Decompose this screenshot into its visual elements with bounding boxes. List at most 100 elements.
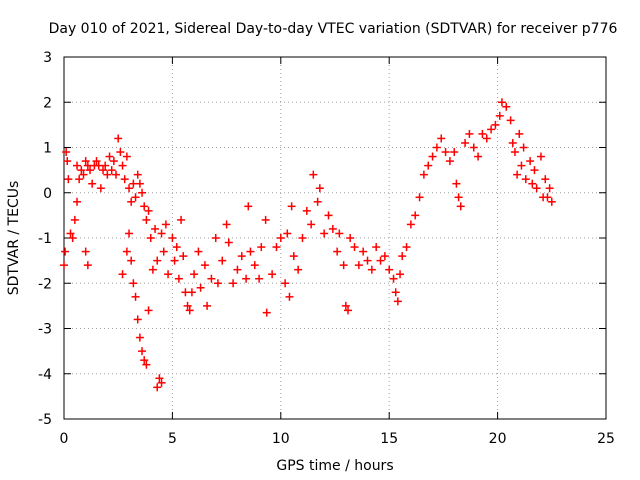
data-point [424, 161, 433, 170]
y-axis-label: SDTVAR / TECUs [6, 181, 22, 296]
y-tick-label: -2 [38, 276, 52, 292]
data-point [474, 152, 483, 161]
data-point [376, 256, 385, 265]
data-point [244, 202, 253, 211]
data-point [138, 188, 147, 197]
data-point [148, 265, 157, 274]
data-point [456, 202, 465, 211]
data-point [140, 356, 149, 365]
data-points [60, 98, 556, 392]
data-point [133, 315, 142, 324]
data-point [541, 175, 550, 184]
data-point [363, 256, 372, 265]
data-point [144, 306, 153, 315]
data-point [372, 243, 381, 252]
data-point [411, 211, 420, 220]
data-point [350, 243, 359, 252]
y-tick-label: 0 [43, 186, 52, 202]
data-point [536, 152, 545, 161]
data-point [190, 270, 199, 279]
data-point [328, 224, 337, 233]
data-point [129, 279, 138, 288]
data-point [320, 229, 329, 238]
data-point [246, 247, 255, 256]
data-point [339, 261, 348, 270]
y-tick-label: 2 [43, 95, 52, 111]
data-point [61, 247, 70, 256]
data-point [125, 184, 134, 193]
data-point [287, 202, 296, 211]
chart-title: Day 010 of 2021, Sidereal Day-to-day VTE… [49, 21, 618, 37]
data-point [324, 211, 333, 220]
data-point [116, 148, 125, 157]
data-point [177, 215, 186, 224]
data-point [79, 170, 88, 179]
y-tick-label: 3 [43, 50, 52, 66]
data-point [268, 270, 277, 279]
data-point [122, 152, 131, 161]
data-point [432, 143, 441, 152]
data-point [185, 306, 194, 315]
data-point [491, 120, 500, 129]
data-point [502, 102, 511, 111]
data-point [250, 261, 259, 270]
data-point [168, 234, 177, 242]
data-point [294, 265, 303, 274]
data-point [359, 247, 368, 256]
data-point [68, 234, 77, 242]
data-point [164, 270, 173, 279]
y-tick-labels: -5 -4 -3 -2 -1 0 1 2 3 [38, 50, 52, 428]
x-axis-label: GPS time / hours [276, 458, 393, 474]
data-point [151, 224, 160, 233]
data-point [465, 129, 474, 138]
data-point [133, 170, 142, 179]
data-point [83, 261, 92, 270]
data-point [482, 134, 491, 143]
x-tick-label: 5 [168, 431, 177, 447]
data-point [174, 274, 183, 283]
data-point [333, 247, 342, 256]
data-point [112, 170, 121, 179]
data-point [203, 301, 212, 310]
data-point [142, 360, 151, 369]
data-point [138, 347, 147, 356]
data-point [109, 157, 118, 166]
data-point [281, 279, 290, 288]
data-point [153, 256, 162, 265]
x-tick-label: 15 [380, 431, 398, 447]
data-point [114, 134, 123, 143]
x-tick-label: 0 [60, 431, 69, 447]
data-point [415, 193, 424, 202]
data-point [146, 234, 155, 242]
data-point [517, 161, 526, 170]
data-point [302, 206, 311, 215]
data-point [60, 261, 68, 270]
data-point [510, 148, 519, 157]
data-point [283, 229, 292, 238]
data-point [313, 197, 322, 206]
data-point [255, 274, 264, 283]
data-point [73, 197, 82, 206]
data-point [289, 252, 298, 261]
y-tick-label: 1 [43, 141, 52, 157]
data-point [497, 98, 506, 107]
data-point [153, 383, 162, 392]
data-point [487, 125, 496, 134]
data-point [242, 274, 251, 283]
data-point [354, 261, 363, 270]
data-point [64, 175, 73, 184]
data-point [62, 148, 71, 157]
data-point [257, 243, 266, 252]
data-point [144, 206, 153, 215]
data-point [478, 129, 487, 138]
data-point [127, 197, 136, 206]
data-point [545, 184, 554, 193]
data-point [75, 175, 84, 184]
data-point [454, 193, 463, 202]
data-point [262, 308, 271, 317]
data-point [508, 138, 517, 147]
data-point [159, 247, 168, 256]
data-point [73, 161, 82, 170]
data-point [118, 270, 127, 279]
data-point [419, 170, 428, 179]
